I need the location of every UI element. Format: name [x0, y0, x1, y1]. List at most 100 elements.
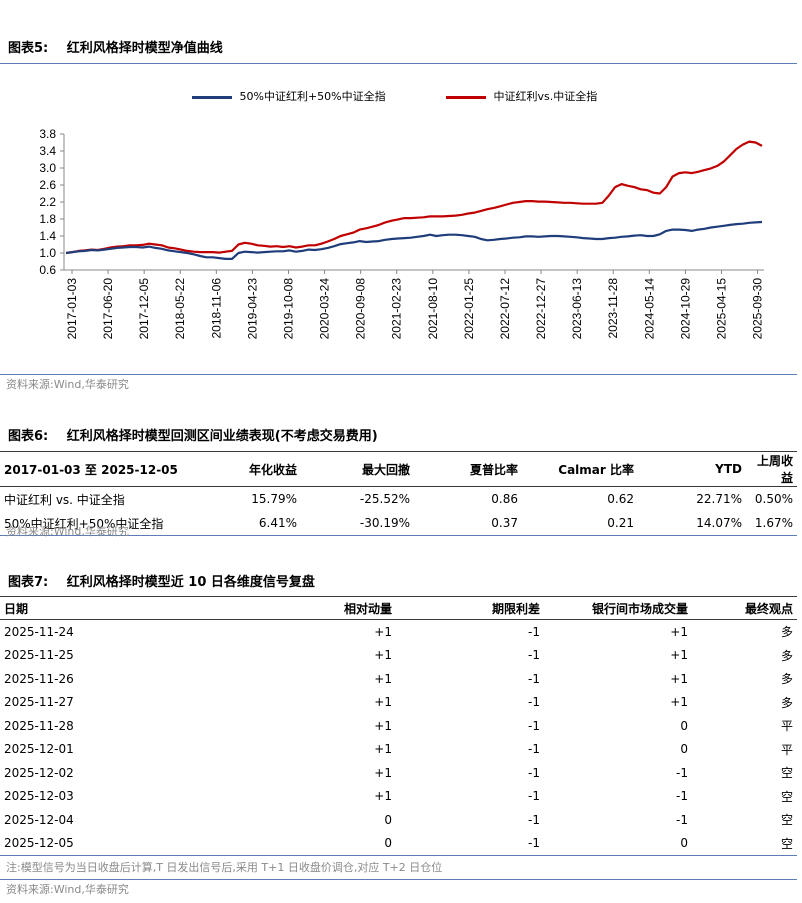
table-row: 2025-11-26 +1 -1 +1 多 — [0, 667, 797, 691]
signal-cell: 2025-11-26 — [4, 671, 74, 686]
signal-cell: 空 — [780, 789, 793, 804]
signal-cell: -1 — [676, 789, 688, 804]
signal-cell: -1 — [528, 812, 540, 827]
table-row: 2025-12-05 0 -1 0 空 — [0, 832, 797, 856]
signal-cell: +1 — [374, 718, 392, 733]
signal-header-row: 日期 相对动量 期限利差 银行间市场成交量 最终观点 — [0, 596, 797, 620]
x-tick-label: 2018-11-06 — [209, 278, 223, 339]
perf-header-annual: 年化收益 — [248, 462, 297, 477]
chart-legend: 50%中证红利+50%中证全指 中证红利vs.中证全指 — [0, 89, 797, 105]
perf-cell: 6.41% — [258, 516, 297, 530]
signal-cell: 平 — [780, 719, 793, 734]
perf-cell: 0.62 — [607, 492, 634, 506]
signal-table: 日期 相对动量 期限利差 银行间市场成交量 最终观点 2025-11-24 +1 -… — [0, 596, 797, 856]
sig-header-momentum: 相对动量 — [343, 601, 392, 616]
signal-cell: -1 — [528, 789, 540, 804]
perf-header-period: 2017-01-03 至 2025-12-05 — [4, 462, 178, 477]
x-tick-label: 2019-10-08 — [281, 278, 295, 340]
figure6-source-text: 资料来源:Wind,华泰研究 — [6, 525, 129, 538]
table-row: 2025-11-25 +1 -1 +1 多 — [0, 644, 797, 668]
signal-cell: -1 — [528, 695, 540, 710]
signal-cell: +1 — [670, 671, 688, 686]
perf-header-lastweek: 上周收益 — [756, 454, 793, 485]
x-tick-label: 2025-09-30 — [751, 278, 765, 340]
series-line-timing — [65, 140, 763, 255]
x-tick-label: 2021-08-10 — [426, 278, 440, 340]
y-tick-label: 1.4 — [39, 229, 56, 243]
y-tick-label: 3.4 — [39, 144, 56, 158]
y-tick-label: 1.0 — [39, 246, 56, 260]
legend-item-blend: 50%中证红利+50%中证全指 — [192, 89, 386, 105]
signal-cell: +1 — [374, 789, 392, 804]
x-tick-label: 2018-05-22 — [173, 278, 187, 340]
table-row: 2025-11-27 +1 -1 +1 多 — [0, 691, 797, 715]
y-tick-label: 0.6 — [39, 263, 56, 277]
legend-label-blend: 50%中证红利+50%中证全指 — [239, 90, 386, 103]
signal-cell: +1 — [374, 648, 392, 663]
figure7-title: 红利风格择时模型近 10 日各维度信号复盘 — [66, 575, 315, 590]
table-row: 中证红利 vs. 中证全指 15.79% -25.52% 0.86 0.62 2… — [0, 487, 797, 512]
table-row: 2025-12-01 +1 -1 0 平 — [0, 738, 797, 762]
sig-header-view: 最终观点 — [744, 601, 793, 616]
signal-cell: 多 — [780, 625, 793, 640]
signal-cell: +1 — [374, 624, 392, 639]
figure5-source: 资料来源:Wind,华泰研究 — [0, 374, 797, 395]
x-tick-label: 2022-07-12 — [498, 278, 512, 340]
signal-cell: -1 — [528, 671, 540, 686]
signal-cell: 空 — [780, 766, 793, 781]
signal-cell: 2025-12-01 — [4, 742, 74, 757]
x-tick-label: 2020-09-08 — [354, 278, 368, 340]
x-tick-label: 2024-10-29 — [678, 278, 692, 340]
x-tick-label: 2017-01-03 — [65, 278, 79, 340]
signal-cell: 2025-12-04 — [4, 812, 74, 827]
signal-cell: -1 — [528, 648, 540, 663]
perf-header-calmar: Calmar 比率 — [558, 462, 634, 477]
x-tick-label: 2022-12-27 — [534, 278, 548, 340]
signal-cell: 多 — [780, 648, 793, 663]
signal-cell: 平 — [780, 742, 793, 757]
signal-cell: 多 — [780, 695, 793, 710]
table-row: 2025-12-04 0 -1 -1 空 — [0, 808, 797, 832]
signal-cell: 2025-12-03 — [4, 789, 74, 804]
signal-cell: -1 — [528, 836, 540, 851]
legend-label-timing: 中证红利vs.中证全指 — [493, 90, 598, 103]
y-tick-label: 3.8 — [39, 127, 56, 141]
signal-cell: -1 — [528, 624, 540, 639]
signal-cell: 2025-11-28 — [4, 718, 74, 733]
perf-cell: 22.71% — [696, 492, 742, 506]
signal-cell: 2025-12-02 — [4, 765, 74, 780]
perf-cell: 15.79% — [251, 492, 297, 506]
signal-cell: 0 — [680, 836, 688, 851]
x-tick-label: 2025-04-15 — [714, 278, 728, 340]
sig-header-volume: 银行间市场成交量 — [591, 601, 688, 616]
signal-cell: 0 — [384, 812, 392, 827]
x-tick-label: 2019-04-23 — [245, 278, 259, 340]
perf-header-drawdown: 最大回撤 — [361, 462, 410, 477]
figure7-header: 图表7: 红利风格择时模型近 10 日各维度信号复盘 — [0, 568, 797, 598]
x-tick-label: 2020-03-24 — [318, 278, 332, 340]
x-tick-label: 2017-06-20 — [101, 278, 115, 340]
y-tick-label: 2.2 — [39, 195, 56, 209]
net-value-chart: 0.6 1.0 1.4 1.8 2.2 2.6 3.0 3.4 3.8 2017-01-03 201… — [39, 127, 765, 340]
perf-cell: 中证红利 vs. 中证全指 — [4, 492, 125, 507]
signal-cell: 0 — [384, 836, 392, 851]
signal-cell: 2025-12-05 — [4, 836, 74, 851]
x-tick-label: 2023-11-28 — [606, 278, 620, 339]
figure6-header: 图表6: 红利风格择时模型回测区间业绩表现(不考虑交易费用) — [0, 422, 797, 452]
signal-cell: 2025-11-24 — [4, 624, 74, 639]
signal-cell: +1 — [374, 695, 392, 710]
legend-swatch-blend — [192, 95, 232, 99]
performance-table: 2017-01-03 至 2025-12-05 年化收益 最大回撤 夏普比率 C… — [0, 451, 797, 536]
sig-header-spread: 期限利差 — [491, 601, 540, 616]
table-row: 2025-11-28 +1 -1 0 平 — [0, 714, 797, 738]
figure5-header: 图表5: 红利风格择时模型净值曲线 — [0, 34, 797, 64]
y-tick-label: 1.8 — [39, 212, 56, 226]
signal-cell: +1 — [670, 648, 688, 663]
perf-cell: 0.50% — [754, 492, 793, 506]
signal-cell: +1 — [670, 695, 688, 710]
y-tick-label: 2.6 — [39, 178, 56, 192]
x-tick-label: 2023-06-13 — [570, 278, 584, 340]
legend-swatch-timing — [446, 95, 486, 99]
signal-cell: 多 — [780, 672, 793, 687]
perf-header-ytd: YTD — [715, 462, 742, 476]
